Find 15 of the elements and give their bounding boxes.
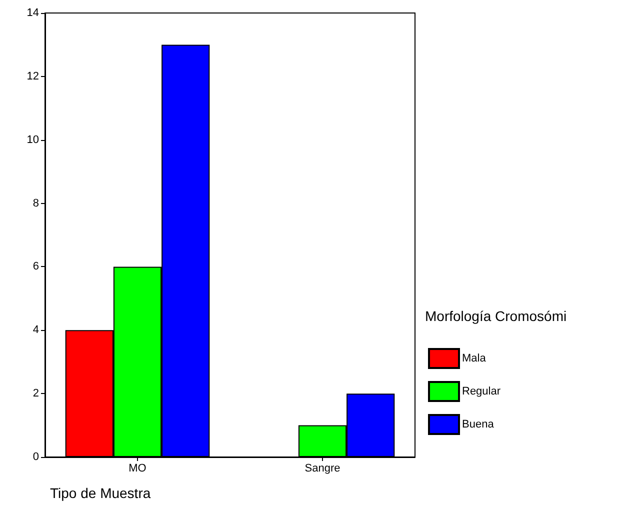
x-tick-label: Sangre [304,462,340,474]
x-axis-title: Tipo de Muestra [50,485,151,501]
y-tick-label: 8 [32,197,39,210]
y-tick-label: 12 [26,70,39,82]
legend-label: Buena [462,418,495,430]
legend-title: Morfología Cromosómi [425,308,567,324]
y-tick-label: 14 [26,7,39,19]
y-tick-label: 0 [32,451,39,463]
x-tick-label: MO [128,462,147,474]
y-tick-label: 6 [32,260,39,273]
y-tick-label: 2 [32,388,39,400]
legend-label: Regular [462,386,501,398]
legend-label: Mala [462,352,487,364]
y-tick-label: 4 [32,324,39,336]
y-tick-label: 10 [26,134,39,146]
